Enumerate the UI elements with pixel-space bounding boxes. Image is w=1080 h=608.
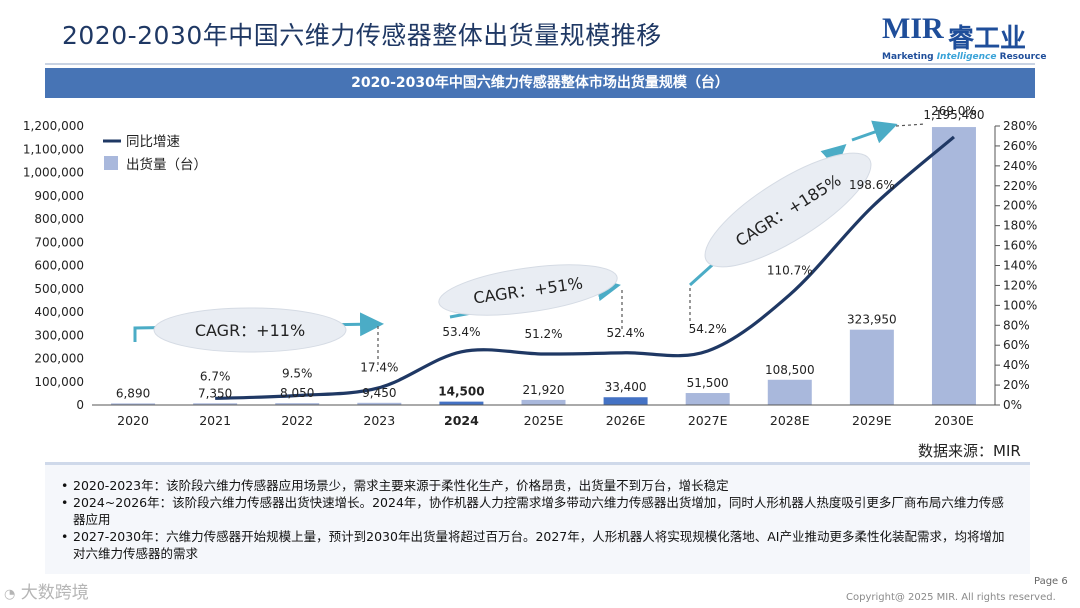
shipment-bar xyxy=(767,379,812,405)
bar-value-label: 108,500 xyxy=(765,363,815,377)
shipment-bar xyxy=(849,329,894,405)
growth-line xyxy=(215,135,955,400)
left-axis-tick: 1,200,000 xyxy=(23,119,84,133)
right-axis-tick: 220% xyxy=(1003,179,1037,193)
page-number: Page 6 xyxy=(1034,576,1068,587)
bar-value-label: 8,050 xyxy=(280,386,314,400)
right-axis-tick: 40% xyxy=(1003,358,1030,372)
shipment-bar xyxy=(111,403,156,405)
cagr-arrow xyxy=(851,120,898,144)
growth-value-label: 52.4% xyxy=(607,326,645,340)
x-axis-tick: 2028E xyxy=(770,413,810,428)
x-axis-tick: 2022 xyxy=(281,413,313,428)
cagr-bubble xyxy=(704,152,872,268)
right-axis-tick: 0% xyxy=(1003,398,1022,412)
left-axis-tick: 200,000 xyxy=(34,352,84,366)
left-axis-tick: 1,100,000 xyxy=(23,142,84,156)
left-axis-tick: 800,000 xyxy=(34,212,84,226)
bar-value-label: 7,350 xyxy=(198,386,232,400)
right-axis-tick: 60% xyxy=(1003,338,1030,352)
bar-value-label: 14,500 xyxy=(438,385,484,399)
right-axis-tick: 20% xyxy=(1003,378,1030,392)
growth-value-label: 53.4% xyxy=(442,325,480,339)
growth-value-label: 51.2% xyxy=(524,327,562,341)
right-axis-tick: 80% xyxy=(1003,318,1030,332)
notes-box: 2020-2023年：该阶段六维力传感器应用场景少，需求主要来源于柔性化生产，价… xyxy=(45,462,1030,574)
shipment-bar xyxy=(521,399,566,405)
x-axis-tick: 2025E xyxy=(524,413,564,428)
shipment-bar xyxy=(931,127,976,405)
left-axis-tick: 300,000 xyxy=(34,328,84,342)
growth-value-label: 54.2% xyxy=(689,322,727,336)
bar-value-label: 9,450 xyxy=(362,386,396,400)
x-axis-tick: 2020 xyxy=(117,413,149,428)
bar-value-label: 51,500 xyxy=(687,376,729,390)
left-axis-tick: 1,000,000 xyxy=(23,166,84,180)
left-axis-tick: 0 xyxy=(76,398,84,412)
watermark-icon: ◔ xyxy=(4,587,16,602)
bar-value-label: 21,920 xyxy=(523,383,565,397)
shipment-bar xyxy=(685,393,730,405)
x-axis-tick: 2023 xyxy=(363,413,395,428)
x-axis-tick: 2027E xyxy=(688,413,728,428)
growth-value-label: 110.7% xyxy=(767,264,813,278)
growth-value-label: 6.7% xyxy=(200,369,231,383)
right-axis-tick: 140% xyxy=(1003,259,1037,273)
note-item: 2024~2026年：该阶段六维力传感器出货快速增长。2024年，协作机器人力控… xyxy=(61,494,1014,528)
copyright: Copyright@ 2025 MIR. All rights reserved… xyxy=(846,592,1056,603)
growth-value-label: 9.5% xyxy=(282,367,313,381)
note-item: 2020-2023年：该阶段六维力传感器应用场景少，需求主要来源于柔性化生产，价… xyxy=(61,477,1014,494)
left-axis-tick: 100,000 xyxy=(34,375,84,389)
x-axis-tick: 2029E xyxy=(852,413,892,428)
left-axis-tick: 500,000 xyxy=(34,282,84,296)
data-source: 数据来源：MIR xyxy=(918,442,1021,460)
right-axis-tick: 120% xyxy=(1003,278,1037,292)
bar-value-label: 323,950 xyxy=(847,313,897,327)
bar-value-label: 33,400 xyxy=(605,380,647,394)
legend-label: 出货量（台） xyxy=(126,156,207,173)
title-divider xyxy=(45,63,1035,65)
shipment-bar xyxy=(439,401,484,405)
left-axis-tick: 700,000 xyxy=(34,235,84,249)
growth-value-label: 269.0% xyxy=(931,104,977,118)
watermark: ◔ 大数跨境 xyxy=(4,583,89,603)
right-axis-tick: 160% xyxy=(1003,239,1037,253)
shipment-chart: CAGR：+11%CAGR：+51%CAGR：+185% 6,890 7,350 8… xyxy=(23,104,1037,428)
logo-cn: 睿工业 xyxy=(948,24,1027,54)
shipment-bar xyxy=(275,403,320,405)
x-axis-tick: 2030E xyxy=(934,413,974,428)
right-axis-tick: 180% xyxy=(1003,219,1037,233)
page-title: 2020-2030年中国六维力传感器整体出货量规模推移 xyxy=(62,21,662,50)
growth-value-label: 17.4% xyxy=(360,361,398,375)
right-axis-tick: 260% xyxy=(1003,139,1037,153)
cagr-label: CAGR：+11% xyxy=(195,321,305,340)
left-axis-tick: 900,000 xyxy=(34,189,84,203)
mir-logo: MIR 睿工业 Marketing Intelligence Resource xyxy=(882,12,1047,64)
note-item: 2027-2030年：六维力传感器开始规模上量，预计到2030年出货量将超过百万… xyxy=(61,528,1014,562)
right-axis-tick: 280% xyxy=(1003,119,1037,133)
chart-banner: 2020-2030年中国六维力传感器整体市场出货量规模（台） xyxy=(45,68,1035,98)
shipment-bar xyxy=(357,402,402,405)
shipment-bar xyxy=(603,397,648,405)
bar-value-label: 6,890 xyxy=(116,386,150,400)
logo-mark: MIR xyxy=(882,12,944,45)
cagr-bubble xyxy=(153,307,347,353)
x-axis-tick: 2021 xyxy=(199,413,231,428)
right-axis-tick: 100% xyxy=(1003,298,1037,312)
cagr-dash-line xyxy=(895,123,926,127)
growth-value-label: 198.6% xyxy=(849,178,895,192)
x-axis-tick: 2026E xyxy=(606,413,646,428)
right-axis-tick: 200% xyxy=(1003,199,1037,213)
legend-label: 同比增速 xyxy=(126,134,180,150)
legend-bar-swatch xyxy=(104,156,118,170)
shipment-bar xyxy=(193,403,238,405)
x-axis-tick: 2024 xyxy=(444,413,479,428)
bar-value-label: 1,195,480 xyxy=(923,108,984,122)
logo-tagline: Marketing Intelligence Resource xyxy=(882,52,1047,62)
left-axis-tick: 400,000 xyxy=(34,305,84,319)
right-axis-tick: 240% xyxy=(1003,159,1037,173)
left-axis-tick: 600,000 xyxy=(34,259,84,273)
cagr-bubble xyxy=(438,264,618,316)
